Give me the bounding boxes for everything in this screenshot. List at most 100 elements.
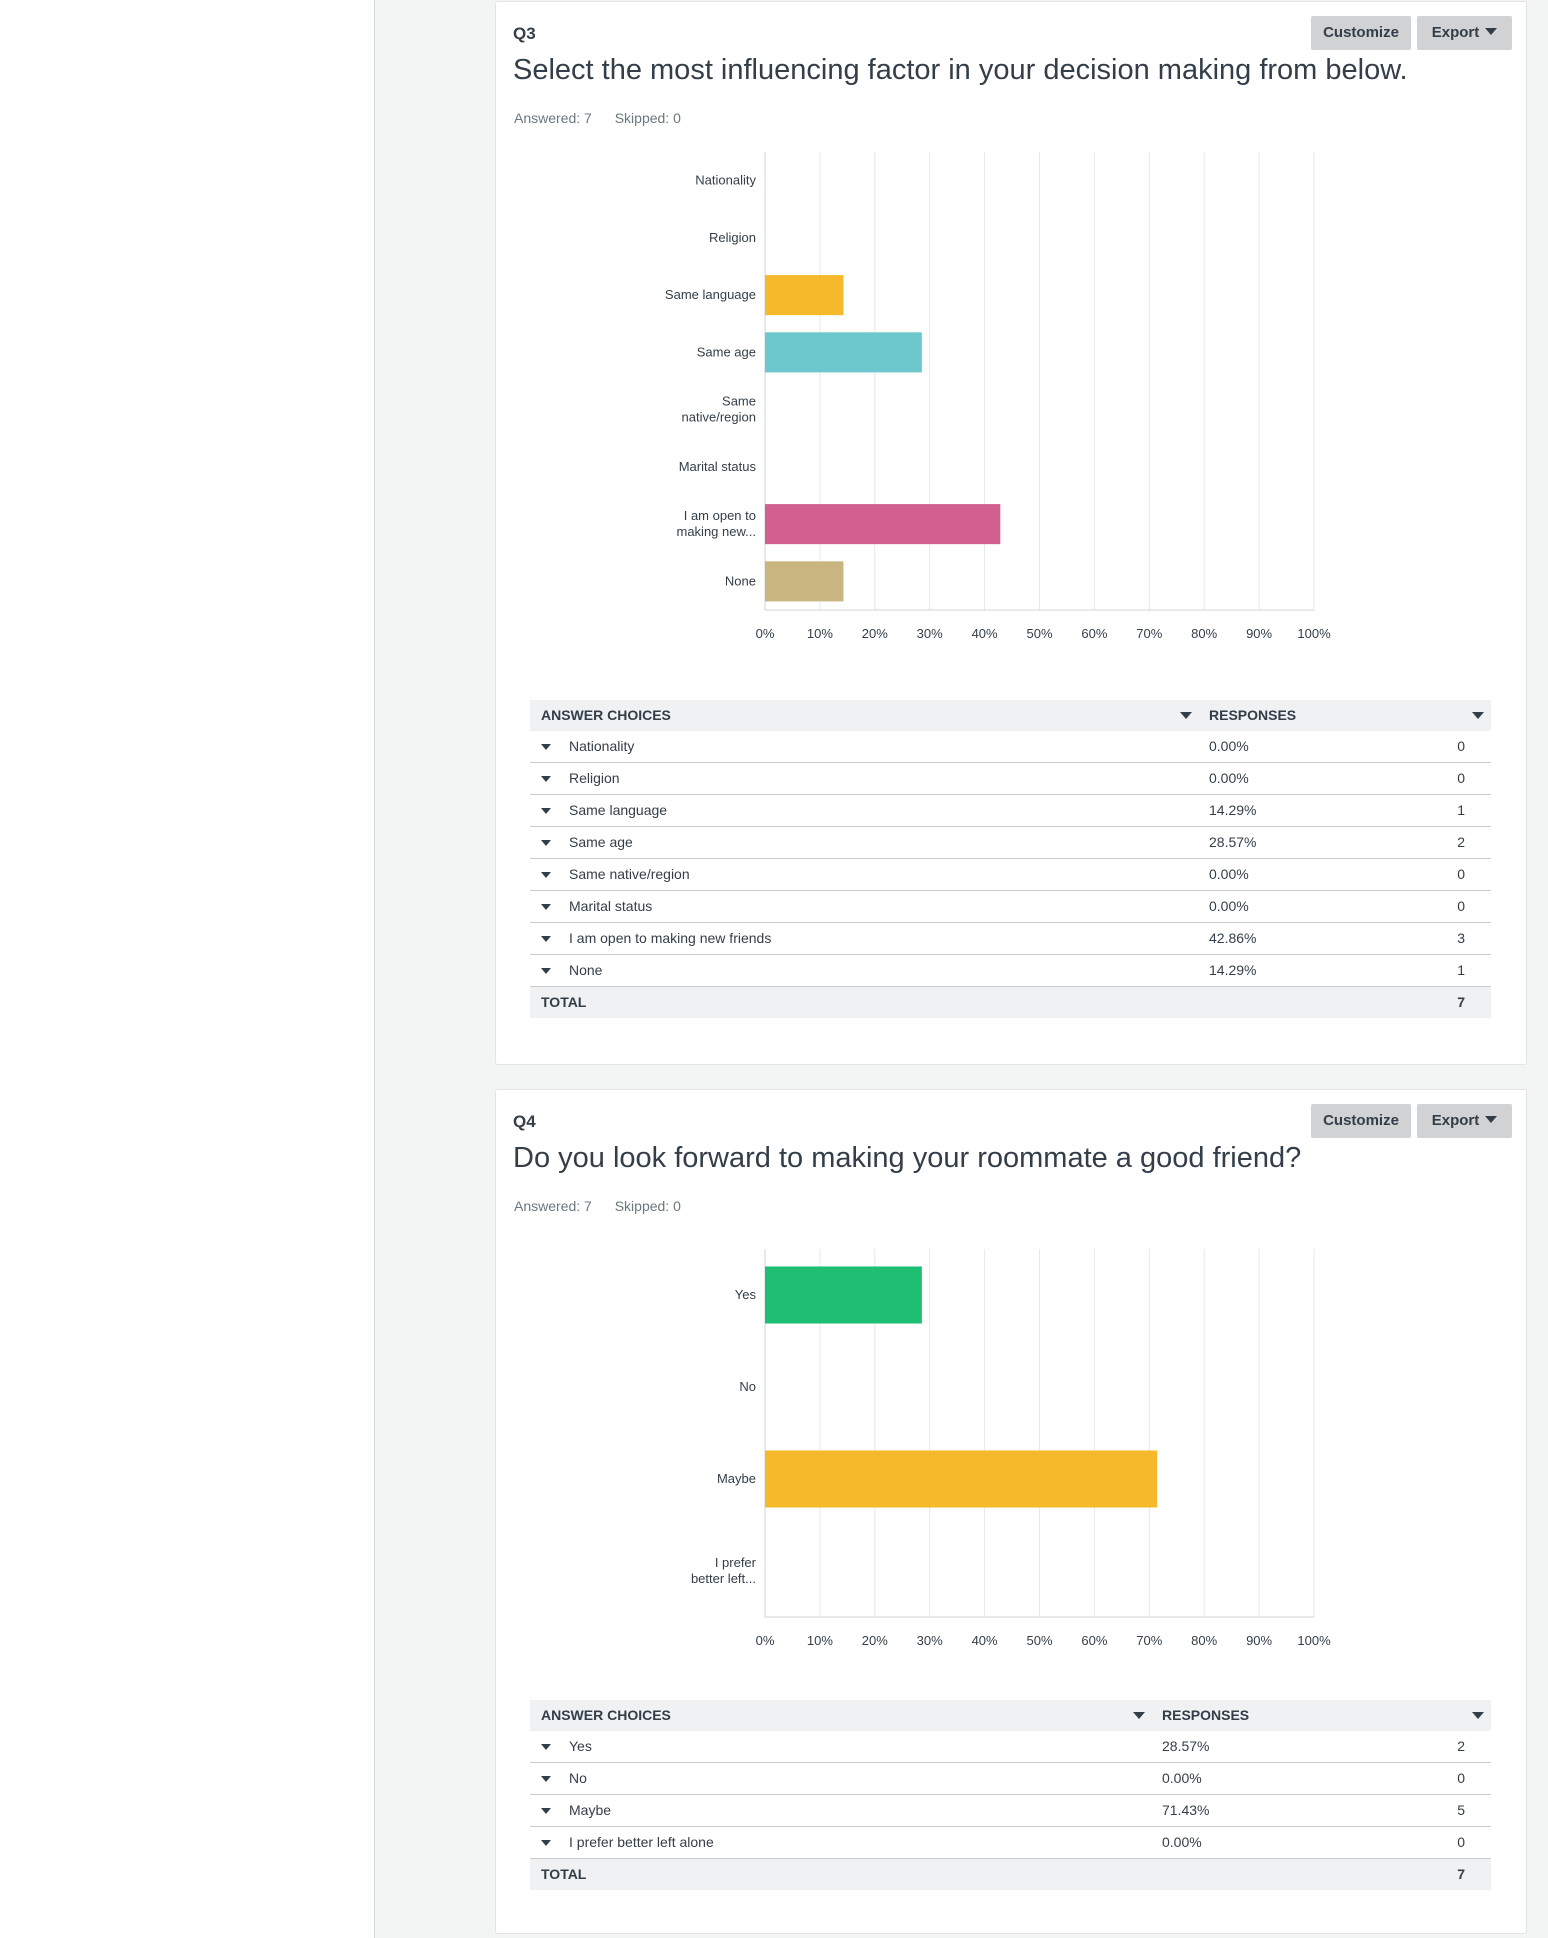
x-tick-label: 20% (862, 1633, 888, 1648)
sort-caret-icon[interactable] (1180, 712, 1192, 719)
response-count: 0 (1457, 770, 1465, 786)
response-percent: 0.00% (1162, 1834, 1202, 1850)
table-row: Nationality 0.00% 0 (530, 731, 1491, 763)
answer-table: ANSWER CHOICES RESPONSES Nationality 0.00% 0… (530, 700, 1491, 1018)
skipped-count: Skipped: 0 (614, 110, 681, 126)
response-percent: 14.29% (1209, 962, 1257, 978)
question-card-q3: Q3 Customize Export Select the most infl… (495, 1, 1527, 1065)
expand-caret-icon[interactable] (541, 1744, 551, 1750)
customize-button[interactable]: Customize (1311, 16, 1411, 50)
header-answer-choices[interactable]: ANSWER CHOICES (541, 707, 671, 723)
response-count: 2 (1457, 834, 1465, 850)
x-tick-label: 90% (1246, 626, 1272, 641)
x-tick-label: 70% (1136, 1633, 1162, 1648)
header-responses[interactable]: RESPONSES (1162, 1707, 1250, 1723)
answer-choice-label: Yes (569, 1738, 592, 1754)
expand-caret-icon[interactable] (541, 776, 551, 782)
expand-caret-icon[interactable] (541, 872, 551, 878)
x-tick-label: 80% (1191, 1633, 1217, 1648)
expand-caret-icon[interactable] (541, 840, 551, 846)
question-title: Do you look forward to making your roomm… (513, 1142, 1302, 1174)
bar (765, 1450, 1158, 1508)
caret-down-icon (1485, 28, 1498, 35)
response-count: 2 (1457, 1738, 1465, 1754)
answer-choice-label: Marital status (569, 898, 653, 914)
expand-caret-icon[interactable] (541, 936, 551, 942)
question-number: Q3 (513, 24, 536, 43)
y-category-label: Nationality (695, 173, 756, 188)
response-count: 0 (1457, 866, 1465, 882)
skipped-count: Skipped: 0 (614, 1198, 681, 1214)
table-row: Maybe 71.43% 5 (530, 1795, 1491, 1827)
question-card-q4: Q4 Customize Export Do you look forward … (495, 1089, 1527, 1934)
bar (765, 1266, 922, 1324)
expand-caret-icon[interactable] (541, 808, 551, 814)
table-total-row: TOTAL 7 (530, 987, 1491, 1018)
table-header: ANSWER CHOICES RESPONSES (530, 1700, 1491, 1731)
export-label: Export (1431, 24, 1480, 41)
expand-caret-icon[interactable] (541, 1808, 551, 1814)
customize-button[interactable]: Customize (1311, 1104, 1411, 1138)
bar (765, 332, 922, 373)
response-percent: 0.00% (1209, 866, 1249, 882)
x-tick-label: 60% (1081, 626, 1107, 641)
table-row: Marital status 0.00% 0 (530, 891, 1491, 923)
response-percent: 0.00% (1209, 770, 1249, 786)
sort-caret-icon[interactable] (1472, 712, 1484, 719)
bar-chart: 0% 10% 20% 30% 40% 50% 60% 70% 80% 90% 100% Nationa… (665, 152, 1331, 641)
question-number: Q4 (513, 1112, 536, 1131)
x-tick-label: 10% (807, 626, 833, 641)
response-percent: 0.00% (1162, 1770, 1202, 1786)
table-row: I prefer better left alone 0.00% 0 (530, 1827, 1491, 1859)
answered-count: Answered: 7 (514, 110, 592, 126)
header-answer-choices[interactable]: ANSWER CHOICES (541, 1707, 671, 1723)
sort-caret-icon[interactable] (1133, 1712, 1145, 1719)
answer-choice-label: Religion (569, 770, 620, 786)
response-stats: Answered: 7 Skipped: 0 (514, 1198, 700, 1214)
table-row: Same age 28.57% 2 (530, 827, 1491, 859)
bar (765, 504, 1001, 545)
response-count: 1 (1457, 962, 1465, 978)
response-percent: 0.00% (1209, 738, 1249, 754)
export-button[interactable]: Export (1417, 1104, 1512, 1138)
answer-choice-label: Same native/region (569, 866, 690, 882)
response-count: 3 (1457, 930, 1465, 946)
bar (765, 561, 844, 602)
expand-caret-icon[interactable] (541, 904, 551, 910)
x-tick-label: 0% (756, 1633, 775, 1648)
y-category-label: None (725, 573, 756, 588)
table-row: None 14.29% 1 (530, 955, 1491, 987)
table-row: Yes 28.57% 2 (530, 1731, 1491, 1763)
response-count: 5 (1457, 1802, 1465, 1818)
header-responses[interactable]: RESPONSES (1209, 707, 1297, 723)
expand-caret-icon[interactable] (541, 1840, 551, 1846)
table-row: I am open to making new friends 42.86% 3 (530, 923, 1491, 955)
response-count: 0 (1457, 1834, 1465, 1850)
answer-choice-label: Same language (569, 802, 668, 818)
x-tick-label: 30% (917, 1633, 943, 1648)
table-row: Same native/region 0.00% 0 (530, 859, 1491, 891)
x-tick-label: 90% (1246, 1633, 1272, 1648)
export-button[interactable]: Export (1417, 16, 1512, 50)
question-title: Select the most influencing factor in yo… (513, 54, 1408, 86)
x-tick-label: 50% (1026, 626, 1052, 641)
sort-caret-icon[interactable] (1472, 1712, 1484, 1719)
response-count: 0 (1457, 1770, 1465, 1786)
response-stats: Answered: 7 Skipped: 0 (514, 110, 700, 126)
x-tick-label: 10% (807, 1633, 833, 1648)
answer-choice-label: Maybe (569, 1802, 612, 1818)
response-count: 1 (1457, 802, 1465, 818)
expand-caret-icon[interactable] (541, 1776, 551, 1782)
table-header: ANSWER CHOICES RESPONSES (530, 700, 1491, 731)
export-label: Export (1431, 1112, 1480, 1129)
answer-choice-label: I prefer better left alone (569, 1834, 714, 1850)
table-row: No 0.00% 0 (530, 1763, 1491, 1795)
response-percent: 0.00% (1209, 898, 1249, 914)
expand-caret-icon[interactable] (541, 968, 551, 974)
y-category-label: Marital status (679, 459, 757, 474)
y-category-label: Same age (697, 344, 756, 359)
expand-caret-icon[interactable] (541, 744, 551, 750)
x-tick-label: 80% (1191, 626, 1217, 641)
y-category-label: I prefer better left... (691, 1555, 757, 1586)
y-category-label: No (739, 1379, 756, 1394)
